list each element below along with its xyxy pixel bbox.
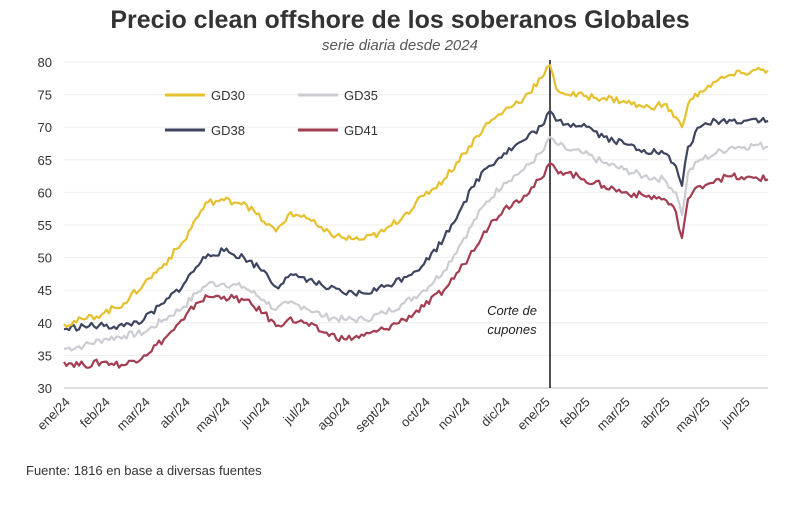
x-tick-label: feb/24 [77, 394, 113, 430]
y-tick-label: 40 [38, 316, 52, 331]
x-tick-label: abr/25 [636, 394, 673, 431]
grid-lines [64, 61, 768, 389]
legend-label-gd38: GD38 [211, 123, 245, 138]
y-tick-label: 55 [38, 218, 52, 233]
x-tick-label: mar/25 [594, 394, 633, 433]
x-tick-label: sept/24 [352, 394, 393, 435]
x-tick-label: abr/24 [156, 394, 193, 431]
y-tick-label: 35 [38, 348, 52, 363]
y-tick-label: 65 [38, 153, 52, 168]
y-tick-label: 80 [38, 55, 52, 70]
series-line-gd38 [63, 109, 769, 332]
x-tick-label: nov/24 [435, 394, 473, 432]
y-tick-label: 75 [38, 88, 52, 103]
y-tick-label: 70 [38, 120, 52, 135]
chart-title: Precio clean offshore de los soberanos G… [110, 6, 690, 34]
y-tick-label: 45 [38, 283, 52, 298]
x-tick-label: ene/25 [514, 394, 553, 433]
x-tick-label: ene/24 [34, 394, 73, 433]
x-tick-label: dic/24 [478, 394, 513, 429]
x-tick-label: jul/24 [280, 394, 313, 427]
legend-label-gd35: GD35 [344, 88, 378, 103]
x-tick-label: may/25 [672, 394, 713, 435]
y-axis: 30 35 40 45 50 55 60 65 70 75 80 [38, 55, 52, 396]
x-tick-label: oct/24 [397, 394, 433, 430]
x-axis: ene/24 feb/24 mar/24 abr/24 may/24 jun/24 jul/… [34, 394, 753, 435]
x-tick-label: jun/25 [717, 394, 753, 430]
series-line-gd30 [63, 64, 769, 328]
annotation-label-line1: Corte de [487, 303, 537, 318]
series-line-gd41 [63, 162, 769, 369]
legend-label-gd41: GD41 [344, 123, 378, 138]
x-tick-label: jun/24 [237, 394, 273, 430]
x-tick-label: may/24 [192, 394, 233, 435]
legend-label-gd30: GD30 [211, 88, 245, 103]
source-note: Fuente: 1816 en base a diversas fuentes [26, 463, 262, 478]
x-tick-label: ago/24 [314, 394, 353, 433]
x-tick-label: feb/25 [557, 394, 593, 430]
x-tick-label: mar/24 [114, 394, 153, 433]
series-line-gd35 [63, 135, 769, 352]
series-lines [63, 64, 769, 369]
annotation: Corte de cupones [487, 60, 551, 388]
y-tick-label: 60 [38, 185, 52, 200]
chart-subtitle: serie diaria desde 2024 [322, 37, 478, 54]
legend: GD30 GD35 GD38 GD41 [165, 88, 378, 138]
y-tick-label: 30 [38, 381, 52, 396]
y-tick-label: 50 [38, 251, 52, 266]
annotation-label-line2: cupones [487, 322, 537, 337]
